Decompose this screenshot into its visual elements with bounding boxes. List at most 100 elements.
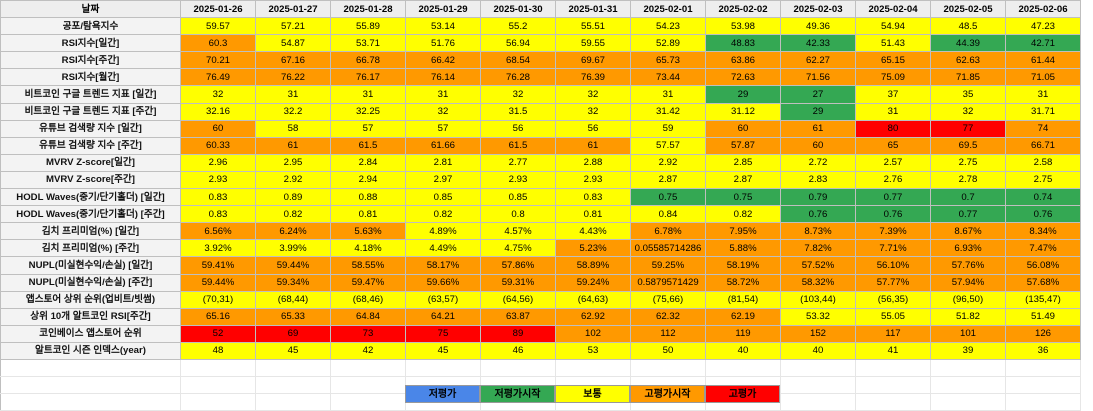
date-header-cell[interactable]: 2025-01-27 bbox=[255, 0, 331, 19]
value-cell[interactable]: 56.94 bbox=[480, 34, 556, 53]
value-cell[interactable]: 65.73 bbox=[630, 51, 706, 70]
empty-cell[interactable] bbox=[555, 358, 631, 378]
value-cell[interactable]: 31 bbox=[1005, 85, 1081, 104]
value-cell[interactable]: 0.83 bbox=[180, 205, 256, 224]
value-cell[interactable]: 76.17 bbox=[330, 68, 406, 87]
value-cell[interactable]: 60 bbox=[780, 136, 856, 155]
value-cell[interactable]: 71.85 bbox=[930, 68, 1006, 87]
value-cell[interactable]: 54.94 bbox=[855, 17, 931, 36]
value-cell[interactable]: 2.93 bbox=[555, 170, 631, 190]
empty-cell[interactable] bbox=[0, 393, 181, 411]
empty-cell[interactable] bbox=[180, 393, 256, 411]
value-cell[interactable]: 57.77% bbox=[855, 273, 931, 292]
empty-cell[interactable] bbox=[1005, 376, 1081, 395]
value-cell[interactable]: 2.75 bbox=[930, 153, 1006, 172]
value-cell[interactable]: 62.92 bbox=[555, 307, 631, 326]
value-cell[interactable]: 51.82 bbox=[930, 307, 1006, 326]
value-cell[interactable]: 42.71 bbox=[1005, 34, 1081, 53]
value-cell[interactable]: 29 bbox=[780, 102, 856, 121]
row-label-cell[interactable]: 비트코인 구글 트렌드 지표 [일간] bbox=[0, 85, 181, 104]
value-cell[interactable]: (135,47) bbox=[1005, 290, 1081, 309]
value-cell[interactable]: 59.55 bbox=[555, 34, 631, 53]
value-cell[interactable]: 56.08% bbox=[1005, 256, 1081, 275]
value-cell[interactable]: 2.58 bbox=[1005, 153, 1081, 172]
value-cell[interactable]: 31 bbox=[255, 85, 331, 104]
value-cell[interactable]: 32 bbox=[930, 102, 1006, 121]
value-cell[interactable]: 61.66 bbox=[405, 136, 481, 155]
value-cell[interactable]: 57.76% bbox=[930, 256, 1006, 275]
value-cell[interactable]: 0.77 bbox=[855, 188, 931, 207]
value-cell[interactable]: 47.23 bbox=[1005, 17, 1081, 36]
value-cell[interactable]: 60 bbox=[705, 119, 781, 138]
value-cell[interactable]: 69 bbox=[255, 324, 331, 343]
value-cell[interactable]: 4.89% bbox=[405, 222, 481, 241]
date-header-cell[interactable]: 2025-01-28 bbox=[330, 0, 406, 19]
value-cell[interactable]: 32 bbox=[180, 85, 256, 104]
value-cell[interactable]: 59.44% bbox=[180, 273, 256, 292]
value-cell[interactable]: 40 bbox=[705, 341, 781, 360]
value-cell[interactable]: 7.47% bbox=[1005, 239, 1081, 258]
value-cell[interactable]: 65.15 bbox=[855, 51, 931, 70]
row-label-cell[interactable]: 유튜브 검색량 지수 [주간] bbox=[0, 136, 181, 155]
value-cell[interactable]: 59.41% bbox=[180, 256, 256, 275]
value-cell[interactable]: 0.75 bbox=[705, 188, 781, 207]
value-cell[interactable]: 64.21 bbox=[405, 307, 481, 326]
value-cell[interactable]: (68,44) bbox=[255, 290, 331, 309]
value-cell[interactable]: 0.82 bbox=[405, 205, 481, 224]
value-cell[interactable]: 64.84 bbox=[330, 307, 406, 326]
value-cell[interactable]: 51.76 bbox=[405, 34, 481, 53]
value-cell[interactable]: 0.85 bbox=[480, 188, 556, 207]
value-cell[interactable]: (64,56) bbox=[480, 290, 556, 309]
empty-cell[interactable] bbox=[855, 358, 931, 378]
value-cell[interactable]: 2.83 bbox=[780, 170, 856, 190]
value-cell[interactable]: 42 bbox=[330, 341, 406, 360]
value-cell[interactable]: 52 bbox=[180, 324, 256, 343]
empty-cell[interactable] bbox=[855, 376, 931, 395]
empty-cell[interactable] bbox=[255, 376, 331, 395]
value-cell[interactable]: 76.28 bbox=[480, 68, 556, 87]
row-label-cell[interactable]: 앱스토어 상위 순위(업비트/빗썸) bbox=[0, 290, 181, 309]
empty-cell[interactable] bbox=[405, 358, 481, 378]
value-cell[interactable]: 32.25 bbox=[330, 102, 406, 121]
value-cell[interactable]: 57.68% bbox=[1005, 273, 1081, 292]
value-cell[interactable]: 0.81 bbox=[555, 205, 631, 224]
value-cell[interactable]: 29 bbox=[705, 85, 781, 104]
value-cell[interactable]: 7.95% bbox=[705, 222, 781, 241]
value-cell[interactable]: 8.73% bbox=[780, 222, 856, 241]
value-cell[interactable]: 58.17% bbox=[405, 256, 481, 275]
value-cell[interactable]: 6.24% bbox=[255, 222, 331, 241]
value-cell[interactable]: 7.82% bbox=[780, 239, 856, 258]
empty-cell[interactable] bbox=[330, 358, 406, 378]
value-cell[interactable]: 61 bbox=[555, 136, 631, 155]
value-cell[interactable]: 62.32 bbox=[630, 307, 706, 326]
value-cell[interactable]: 37 bbox=[855, 85, 931, 104]
value-cell[interactable]: 61 bbox=[255, 136, 331, 155]
value-cell[interactable]: 66.71 bbox=[1005, 136, 1081, 155]
value-cell[interactable]: 31.12 bbox=[705, 102, 781, 121]
value-cell[interactable]: 36 bbox=[1005, 341, 1081, 360]
value-cell[interactable]: 53.98 bbox=[705, 17, 781, 36]
empty-cell[interactable] bbox=[930, 376, 1006, 395]
empty-cell[interactable] bbox=[180, 376, 256, 395]
value-cell[interactable]: 2.72 bbox=[780, 153, 856, 172]
empty-cell[interactable] bbox=[780, 376, 856, 395]
value-cell[interactable]: 45 bbox=[405, 341, 481, 360]
value-cell[interactable]: 31 bbox=[405, 85, 481, 104]
value-cell[interactable]: 59.24% bbox=[555, 273, 631, 292]
value-cell[interactable]: 59.57 bbox=[180, 17, 256, 36]
value-cell[interactable]: 102 bbox=[555, 324, 631, 343]
value-cell[interactable]: 4.75% bbox=[480, 239, 556, 258]
value-cell[interactable]: 4.43% bbox=[555, 222, 631, 241]
value-cell[interactable]: 89 bbox=[480, 324, 556, 343]
value-cell[interactable]: 57.94% bbox=[930, 273, 1006, 292]
row-label-cell[interactable]: NUPL(미실현수익/손실) [일간] bbox=[0, 256, 181, 275]
date-header-cell[interactable]: 2025-02-03 bbox=[780, 0, 856, 19]
value-cell[interactable]: 55.2 bbox=[480, 17, 556, 36]
row-label-cell[interactable]: HODL Waves(중기/단기홀더) [주간] bbox=[0, 205, 181, 224]
empty-cell[interactable] bbox=[480, 358, 556, 378]
empty-cell[interactable] bbox=[0, 358, 181, 378]
value-cell[interactable]: 65 bbox=[855, 136, 931, 155]
value-cell[interactable]: 0.83 bbox=[555, 188, 631, 207]
value-cell[interactable]: 2.92 bbox=[255, 170, 331, 190]
value-cell[interactable]: 0.76 bbox=[1005, 205, 1081, 224]
